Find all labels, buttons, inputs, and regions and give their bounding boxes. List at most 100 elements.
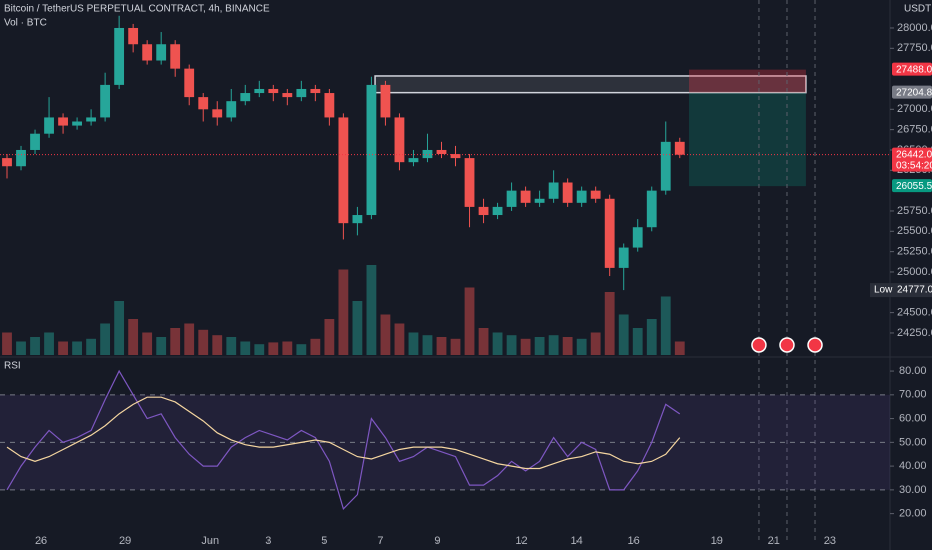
candle-body: [268, 88, 279, 94]
volume-bar: [282, 341, 293, 355]
volume-bar: [492, 332, 503, 355]
x-tick-label: Jun: [201, 535, 219, 547]
volume-bar: [212, 335, 223, 355]
volume-bar: [44, 332, 54, 355]
low-label: 24777.0: [897, 285, 932, 296]
volume-bar: [338, 269, 349, 355]
candle-body: [590, 190, 601, 199]
candle-body: [44, 117, 54, 134]
x-tick-label: 21: [768, 535, 780, 547]
y-tick-label: 28000.0: [897, 22, 932, 34]
volume-bar: [58, 341, 68, 355]
rsi-tick-label: 60.00: [899, 412, 927, 424]
volume-bar: [114, 301, 125, 355]
rsi-line: [6, 369, 681, 511]
candle-body: [58, 117, 68, 126]
candle-body: [16, 149, 26, 167]
price-tag-label: 27488.0: [896, 64, 932, 75]
y-unit: USDT: [904, 4, 931, 15]
rsi-tick-label: 40.00: [899, 460, 927, 472]
candle-body: [450, 154, 461, 159]
candle-body: [156, 44, 167, 61]
zone: [374, 75, 807, 94]
candle-body: [324, 93, 335, 118]
volume-bar: [674, 341, 685, 355]
volume-bar: [254, 344, 265, 355]
low-name: Low: [874, 285, 893, 296]
candle-body: [408, 158, 419, 163]
candle-body: [380, 84, 391, 118]
volume-bar: [352, 301, 363, 355]
candle-body: [86, 117, 97, 122]
x-tick-label: 23: [824, 535, 836, 547]
volume-bar: [394, 323, 405, 355]
candle-body: [422, 149, 433, 159]
volume-bar: [170, 328, 181, 355]
rsi-ma-line: [6, 396, 681, 470]
position-target: [689, 92, 806, 187]
volume-bar: [184, 323, 195, 355]
volume-bar: [422, 335, 433, 355]
volume-bar: [576, 338, 587, 355]
volume-bar: [142, 332, 153, 355]
candle-body: [632, 227, 643, 248]
volume-bar: [548, 335, 559, 355]
candle-body: [282, 93, 293, 98]
x-tick-label: 7: [377, 535, 383, 547]
rsi-tick-label: 50.00: [899, 436, 927, 448]
price-tag: [892, 62, 932, 76]
volume-bar: [562, 337, 573, 355]
volume-bar: [506, 335, 517, 355]
price-tag-label: 26055.5: [896, 181, 932, 192]
rsi-tick-label: 70.00: [899, 389, 927, 401]
candle-body: [170, 44, 181, 69]
y-tick-label: 25000.0: [897, 266, 932, 278]
volume-bar: [464, 287, 475, 355]
candle-body: [646, 190, 657, 228]
volume-bar: [86, 338, 97, 355]
volume-bar: [408, 332, 419, 355]
candle-body: [226, 101, 237, 118]
rsi-tick-label: 30.00: [899, 484, 927, 496]
volume-bar: [590, 332, 601, 355]
price-tag: [892, 147, 932, 172]
candle-body: [310, 88, 321, 94]
volume-bar: [646, 319, 657, 355]
volume-bar: [16, 341, 26, 355]
x-tick-label: 9: [434, 535, 440, 547]
candle-body: [478, 206, 489, 216]
candle-body: [296, 88, 307, 98]
candle-body: [2, 158, 12, 167]
x-tick-label: 3: [265, 535, 271, 547]
event-icon: [807, 337, 823, 353]
volume-bar: [618, 314, 629, 355]
y-tick-label: 24500.0: [897, 307, 932, 319]
chart-title: Bitcoin / TetherUS PERPETUAL CONTRACT, 4…: [4, 4, 270, 15]
volume-bar: [380, 314, 391, 355]
y-tick-label: 25750.0: [897, 205, 932, 217]
y-tick-label: 25250.0: [897, 246, 932, 258]
volume-bar: [534, 337, 545, 355]
volume-bar: [226, 337, 237, 355]
rsi-tick-label: 20.00: [899, 508, 927, 520]
candle-body: [548, 182, 559, 199]
candle-body: [492, 206, 503, 216]
x-tick-label: 12: [515, 535, 527, 547]
candle-body: [128, 27, 139, 45]
candle-body: [100, 84, 111, 118]
y-tick-label: 26750.0: [897, 124, 932, 136]
candle-body: [660, 141, 671, 191]
x-tick-label: 16: [628, 535, 640, 547]
candle-body: [520, 190, 531, 203]
volume-bar: [450, 338, 461, 355]
volume-bar: [128, 319, 139, 355]
candle-body: [394, 117, 405, 163]
candle-body: [674, 141, 685, 155]
event-icon: [751, 337, 767, 353]
candle-body: [562, 182, 573, 203]
y-tick-label: 25500.0: [897, 225, 932, 237]
candle-body: [604, 198, 615, 268]
candle-body: [338, 117, 349, 224]
